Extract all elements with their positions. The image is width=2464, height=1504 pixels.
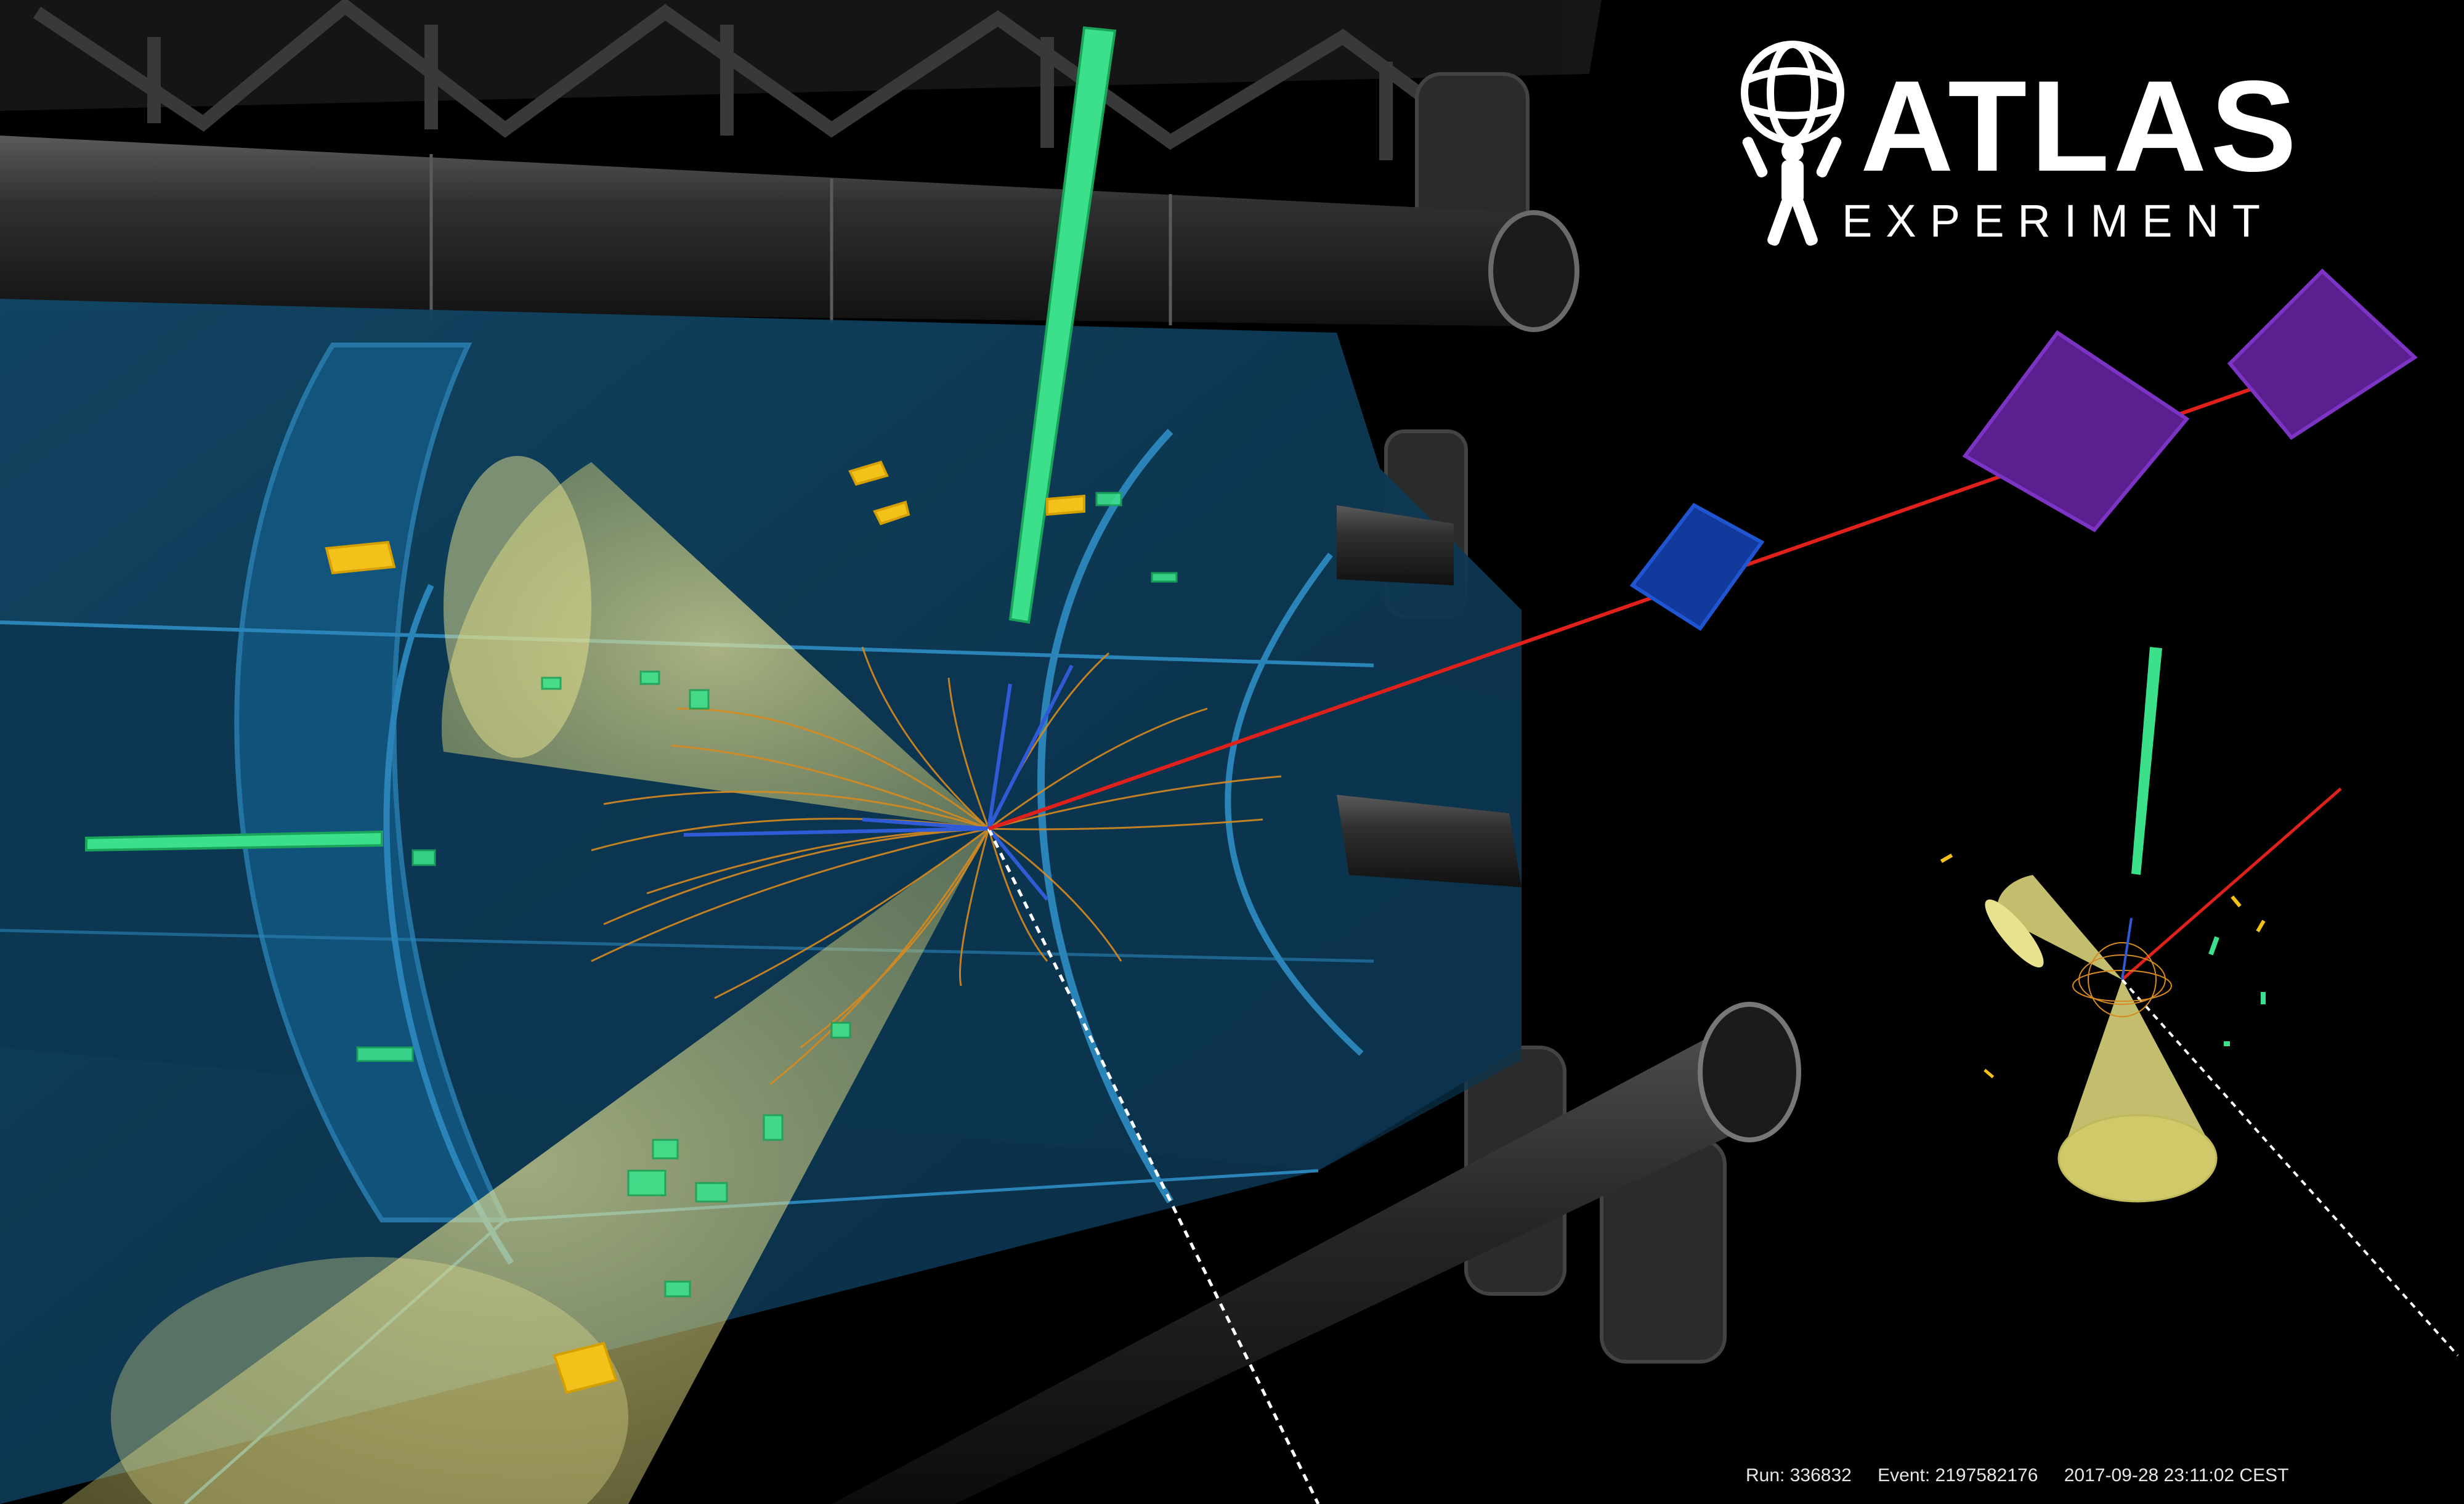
green-chamber-left: [85, 830, 383, 852]
run-number: Run: 336832: [1746, 1465, 1852, 1486]
event-info: Run: 336832 Event: 2197582176 2017-09-28…: [1746, 1465, 2309, 1486]
lower-magnet-tube: [832, 505, 1801, 1504]
calorimeter-barrel: [0, 299, 1522, 1504]
upper-magnet-tube: [0, 136, 1579, 332]
yellow-deposits: [325, 460, 1085, 1394]
event-number: Event: 2197582176: [1878, 1465, 2038, 1486]
green-chamber-top: [1008, 26, 1117, 624]
missing-et-line-main: [987, 827, 1320, 1504]
logo-title: ATLAS: [1860, 54, 2301, 198]
atlas-logo: ATLAS EXPERIMENT: [1725, 37, 2296, 259]
green-deposits: [356, 492, 1178, 1298]
muon-chamber-purple-2: [2227, 268, 2418, 440]
atlas-figure-icon: [1741, 41, 1844, 246]
muon-chamber-blue: [1629, 503, 1765, 632]
logo-subtitle: EXPERIMENT: [1842, 195, 2274, 246]
jet-cone-lower: [62, 829, 989, 1504]
muon-chamber-purple-1: [1962, 330, 2190, 532]
mini-event-display: [1940, 647, 2459, 1357]
event-timestamp: 2017-09-28 23:11:02 CEST: [2064, 1465, 2289, 1486]
blue-tracks: [683, 664, 1074, 901]
